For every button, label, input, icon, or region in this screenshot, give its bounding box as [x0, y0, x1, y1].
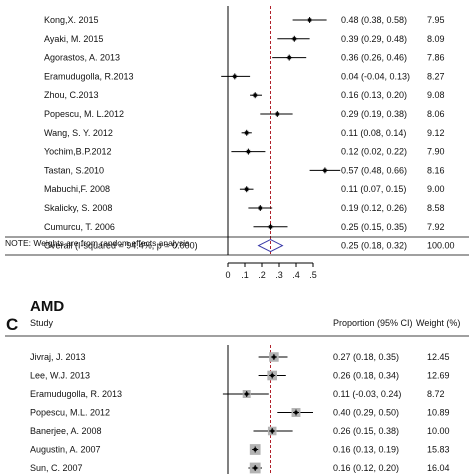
- p1-point: [244, 131, 249, 135]
- p2-point: [272, 355, 276, 359]
- p1-study-label: Mabuchi,F. 2008: [44, 184, 110, 194]
- p1-ci-text: 0.19 (0.12, 0.26): [341, 203, 407, 213]
- p1-study-label: Cumurcu, T. 2006: [44, 222, 115, 232]
- p1-study-label: Eramudugolla, R.2013: [44, 71, 134, 81]
- p1-point: [292, 37, 297, 41]
- p2-study-label: Eramudugolla, R. 2013: [30, 389, 122, 399]
- p1-weight-text: 7.90: [427, 147, 445, 157]
- p2-title: AMD: [30, 298, 64, 315]
- p1-overall-diamond: [257, 239, 284, 253]
- p1-weight-text: 8.58: [427, 203, 445, 213]
- p2-study-label: Popescu, M.L. 2012: [30, 408, 110, 418]
- p2-weight-text: 16.04: [427, 463, 450, 473]
- p2-point: [294, 410, 298, 415]
- p1-x-tick-label: .2: [258, 270, 266, 280]
- p1-weight-text: 9.08: [427, 90, 445, 100]
- p1-x-tick-label: .5: [309, 270, 317, 280]
- p1-study-label: Tastan, S.2010: [44, 165, 104, 175]
- p1-ci-text: 0.57 (0.48, 0.66): [341, 165, 407, 175]
- p1-ci-text: 0.48 (0.38, 0.58): [341, 15, 407, 25]
- p1-weight-text: 7.92: [427, 222, 445, 232]
- p2-study-label: Banerjee, A. 2008: [30, 426, 102, 436]
- p2-panel-label: C: [6, 315, 18, 334]
- p2-weight-text: 15.83: [427, 445, 450, 455]
- p1-study-label: Kong,X. 2015: [44, 15, 99, 25]
- p1-weight-text: 8.09: [427, 34, 445, 44]
- p1-weight-text: 7.86: [427, 53, 445, 63]
- p2-ci-text: 0.26 (0.18, 0.34): [333, 371, 399, 381]
- p1-point: [275, 112, 280, 116]
- p2-weight-text: 10.00: [427, 426, 450, 436]
- p2-ci-text: 0.27 (0.18, 0.35): [333, 352, 399, 362]
- p1-point: [287, 55, 292, 60]
- p1-x-tick-label: .3: [275, 270, 283, 280]
- p1-overall-weight: 100.00: [427, 241, 455, 251]
- p2-study-label: Jivraj, J. 2013: [30, 352, 86, 362]
- p1-weight-text: 9.12: [427, 128, 445, 138]
- p1-point: [244, 187, 249, 191]
- p1-ci-text: 0.25 (0.15, 0.35): [341, 222, 407, 232]
- p1-note: NOTE: Weights are from random effects an…: [5, 238, 189, 248]
- p1-ci-text: 0.11 (0.08, 0.14): [341, 128, 406, 138]
- p1-ci-text: 0.39 (0.29, 0.48): [341, 34, 407, 44]
- p2-point: [270, 373, 275, 378]
- p2-point: [253, 466, 257, 470]
- p1-point: [253, 93, 257, 97]
- p1-ci-text: 0.04 (-0.04, 0.13): [341, 71, 410, 81]
- p1-overall-ci-text: 0.25 (0.18, 0.32): [341, 241, 407, 251]
- p1-x-tick-label: 0: [225, 270, 230, 280]
- p1-ci-text: 0.11 (0.07, 0.15): [341, 184, 406, 194]
- p2-point: [244, 392, 249, 396]
- p1-weight-text: 8.27: [427, 71, 445, 81]
- p2-weight-header: Weight (%): [416, 318, 460, 328]
- p1-study-label: Popescu, M. L.2012: [44, 109, 124, 119]
- p1-point: [307, 18, 312, 22]
- p1-x-tick-label: .4: [292, 270, 300, 280]
- p2-ci-text: 0.16 (0.12, 0.20): [333, 463, 399, 473]
- p1-point: [233, 74, 237, 79]
- p2-study-header: Study: [30, 318, 54, 328]
- p1-point: [323, 168, 327, 173]
- p2-ci-text: 0.16 (0.13, 0.19): [333, 445, 399, 455]
- p2-weight-text: 10.89: [427, 408, 450, 418]
- p1-point: [268, 225, 273, 229]
- p1-ci-text: 0.29 (0.19, 0.38): [341, 109, 407, 119]
- p1-point: [246, 149, 251, 154]
- p1-ci-text: 0.16 (0.13, 0.20): [341, 90, 407, 100]
- p1-weight-text: 7.95: [427, 15, 445, 25]
- p1-study-label: Skalicky, S. 2008: [44, 203, 112, 213]
- p1-point: [258, 206, 263, 210]
- p2-weight-text: 8.72: [427, 389, 445, 399]
- p1-study-label: Yochim,B.P.2012: [44, 147, 112, 157]
- p1-weight-text: 8.16: [427, 165, 445, 175]
- p2-study-label: Augustin, A. 2007: [30, 445, 101, 455]
- p2-point: [270, 429, 275, 433]
- p1-overall-label: Overall (I-squared = 94.4%, p = 0.000): [44, 241, 198, 251]
- p1-weight-text: 8.06: [427, 109, 445, 119]
- p1-study-label: Wang, S. Y. 2012: [44, 128, 113, 138]
- p1-study-label: Agorastos, A. 2013: [44, 53, 120, 63]
- p2-point: [253, 447, 257, 452]
- p2-study-label: Sun, C. 2007: [30, 463, 83, 473]
- p1-ci-text: 0.12 (0.02, 0.22): [341, 147, 407, 157]
- p2-es-header: Proportion (95% CI): [333, 318, 413, 328]
- p1-study-label: Ayaki, M. 2015: [44, 34, 103, 44]
- p1-weight-text: 9.00: [427, 184, 445, 194]
- p1-ci-text: 0.36 (0.26, 0.46): [341, 53, 407, 63]
- p2-ci-text: 0.11 (-0.03, 0.24): [333, 389, 401, 399]
- p2-ci-text: 0.40 (0.29, 0.50): [333, 408, 399, 418]
- p2-ci-text: 0.26 (0.15, 0.38): [333, 426, 399, 436]
- p2-weight-text: 12.69: [427, 371, 450, 381]
- p1-study-label: Zhou, C.2013: [44, 90, 99, 100]
- p2-study-label: Lee, W.J. 2013: [30, 371, 90, 381]
- p2-weight-text: 12.45: [427, 352, 450, 362]
- p1-x-tick-label: .1: [241, 270, 249, 280]
